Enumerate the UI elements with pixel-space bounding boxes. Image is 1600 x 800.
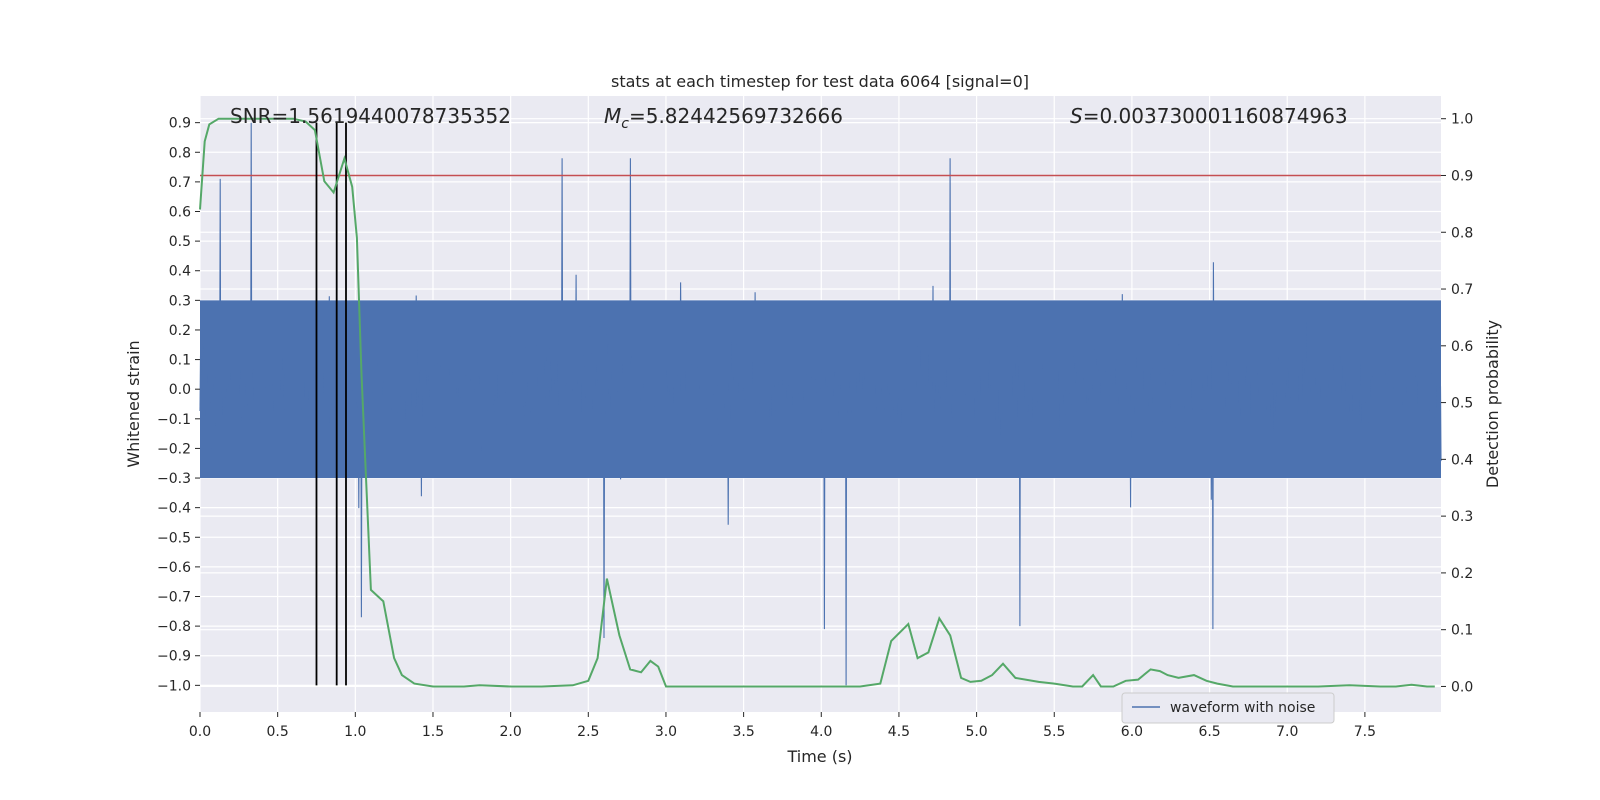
x-tick-label: 2.5 (577, 724, 599, 740)
y-tick-label: −0.1 (157, 412, 191, 428)
y2-tick-label: 0.1 (1451, 623, 1473, 639)
chirp-mass-value: =5.82442569732666 (629, 104, 843, 128)
y-tick-label: 0.9 (169, 116, 191, 132)
x-tick-label: 6.0 (1121, 724, 1143, 740)
chirp-mass-symbol: M (604, 104, 621, 128)
x-tick-label: 6.5 (1198, 724, 1220, 740)
x-tick-label: 7.5 (1354, 724, 1376, 740)
chirp-mass-annotation: Mc=5.82442569732666 (604, 104, 843, 132)
y-tick-label: −0.9 (157, 649, 191, 665)
detection-probability-line (199, 117, 1435, 688)
waveform-series (199, 122, 1442, 686)
y-tick-label: −1.0 (157, 678, 191, 694)
y-tick-label: 0.1 (169, 353, 191, 369)
y-tick-label: −0.4 (157, 501, 191, 517)
s-annotation: S=0.003730001160874963 (1070, 104, 1348, 128)
x-tick-label: 7.0 (1276, 724, 1298, 740)
x-tick-label: 5.5 (1043, 724, 1065, 740)
y2-tick-label: 0.9 (1451, 168, 1473, 184)
x-axis-label: Time (s) (786, 747, 852, 766)
y2-axis-ticks: 1.0 0.9 0.8 0.7 0.6 0.5 0.4 0.3 0.2 0.1 0.0 (1441, 112, 1473, 695)
y-tick-label: 0.5 (169, 234, 191, 250)
x-tick-label: 4.0 (810, 724, 832, 740)
y-tick-label: 0.3 (169, 293, 191, 309)
y-tick-label: 0.2 (169, 323, 191, 339)
y2-tick-label: 0.0 (1451, 679, 1473, 695)
waveform-line (199, 122, 1442, 686)
chirp-mass-subscript: c (621, 116, 629, 132)
y-tick-label: 0.6 (169, 205, 191, 221)
y2-tick-label: 0.6 (1451, 339, 1473, 355)
legend-label: waveform with noise (1170, 700, 1315, 716)
y2-tick-label: 0.4 (1451, 452, 1473, 468)
x-tick-label: 0.5 (267, 724, 289, 740)
y2-tick-label: 0.2 (1451, 566, 1473, 582)
y-tick-label: −0.2 (157, 441, 191, 457)
y-tick-label: −0.6 (157, 560, 191, 576)
x-tick-label: 3.0 (655, 724, 677, 740)
chart-title: stats at each timestep for test data 606… (611, 72, 1029, 91)
x-tick-label: 3.5 (732, 724, 754, 740)
legend-box (1121, 692, 1335, 724)
y2-tick-label: 0.3 (1451, 509, 1473, 525)
y-tick-label: −0.7 (157, 590, 191, 606)
y-tick-label: 0.7 (169, 175, 191, 191)
x-tick-label: 1.5 (422, 724, 444, 740)
y-tick-label: −0.5 (157, 530, 191, 546)
y2-tick-label: 0.5 (1451, 396, 1473, 412)
x-tick-label: 5.0 (965, 724, 987, 740)
vertical-markers (315, 122, 347, 686)
s-symbol: S (1070, 104, 1083, 128)
y-tick-label: 0.0 (169, 382, 191, 398)
y-tick-label: 0.4 (169, 264, 191, 280)
y2-tick-label: 1.0 (1451, 112, 1473, 128)
y-tick-label: −0.3 (157, 471, 191, 487)
y-tick-label: −0.8 (157, 619, 191, 635)
x-axis-ticks: 0.0 0.5 1.0 1.5 2.0 2.5 3.0 3.5 4.0 4.5 5.0 5.5 6.0 6… (189, 712, 1376, 740)
y-axis-label: Whitened strain (124, 340, 143, 467)
y-tick-label: 0.8 (169, 145, 191, 161)
x-tick-label: 4.5 (888, 724, 910, 740)
y2-tick-label: 0.8 (1451, 225, 1473, 241)
x-tick-label: 0.0 (189, 724, 211, 740)
s-value: =0.003730001160874963 (1083, 104, 1348, 128)
x-tick-label: 1.0 (344, 724, 366, 740)
x-tick-label: 2.0 (500, 724, 522, 740)
y-axis-ticks: 0.9 0.8 0.7 0.6 0.5 0.4 0.3 0.2 0.1 0.0 −0.1 −0.2 −0… (157, 116, 200, 694)
legend: waveform with noise (1121, 692, 1335, 724)
snr-annotation: SNR=1.5619440078735352 (230, 104, 511, 128)
y2-axis-label: Detection probability (1483, 320, 1502, 488)
y2-tick-label: 0.7 (1451, 282, 1473, 298)
